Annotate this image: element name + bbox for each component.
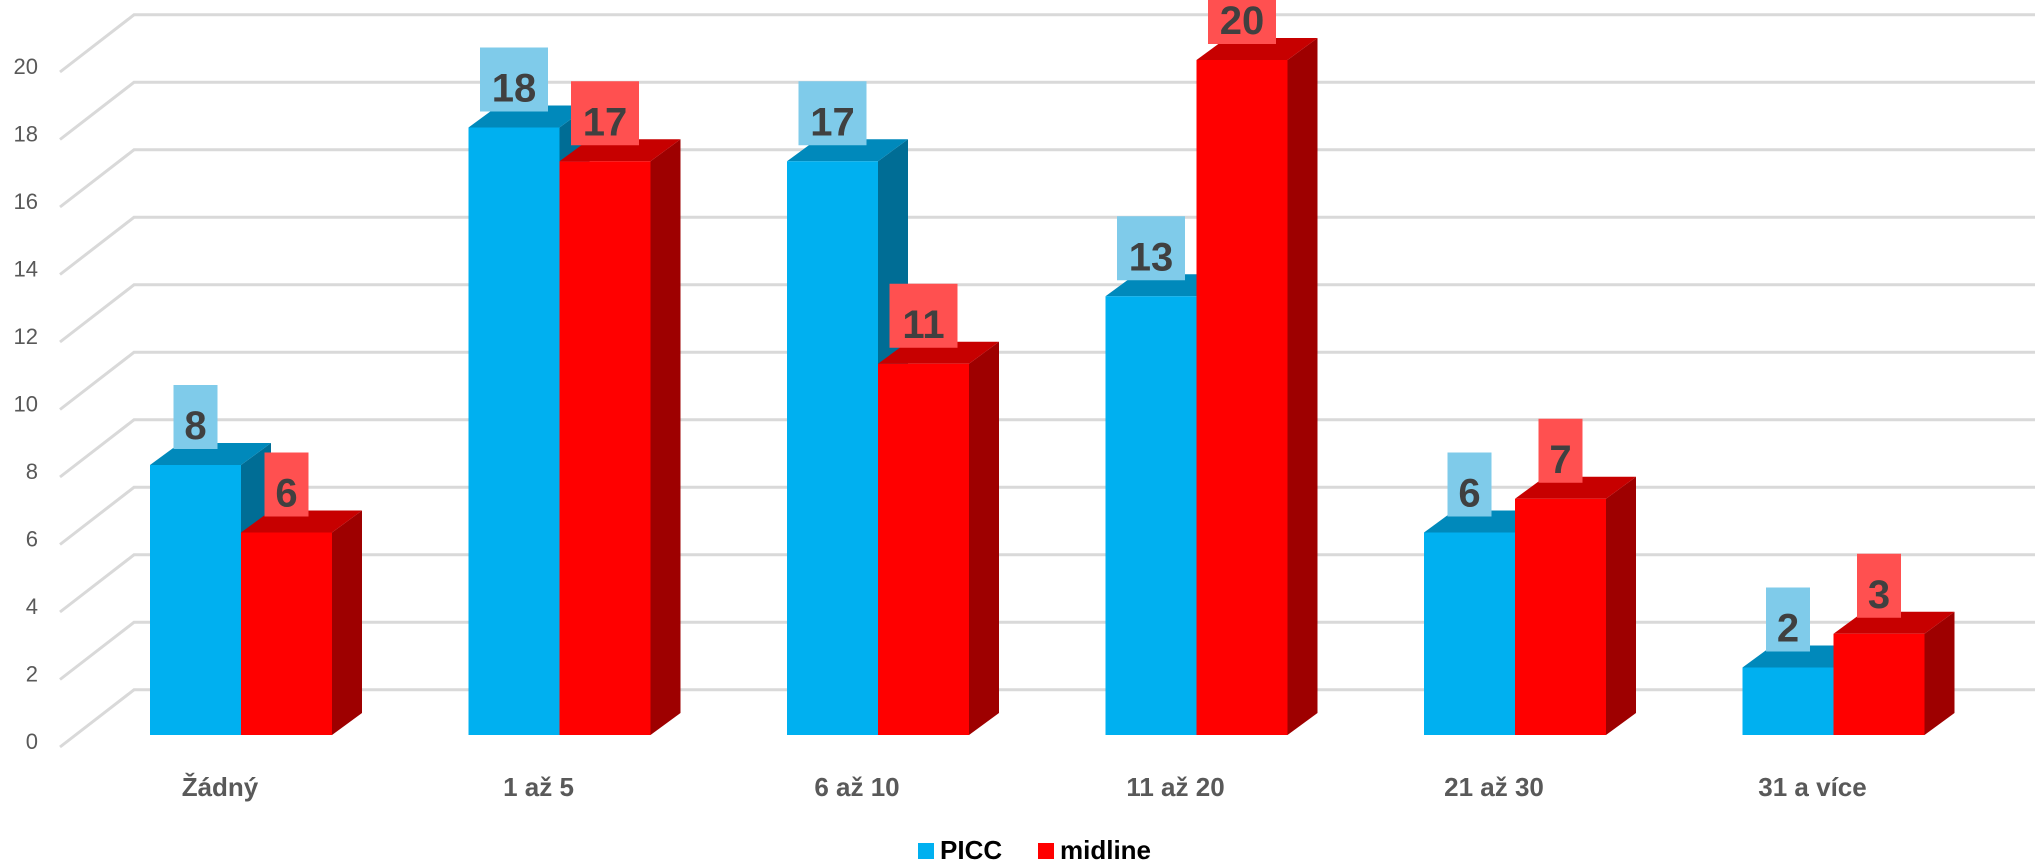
y-tick-label: 2: [26, 662, 38, 687]
data-label: 2: [1766, 587, 1810, 652]
legend: PICC midline: [918, 835, 1151, 864]
data-label: 6: [264, 452, 309, 517]
x-category-label: 6 až 10: [814, 772, 899, 802]
bar-side: [650, 139, 681, 735]
data-label: 7: [1538, 418, 1583, 483]
svg-text:13: 13: [1129, 235, 1174, 279]
bar-front: [559, 161, 651, 735]
gridline: [59, 148, 2035, 209]
data-label: 11: [889, 283, 958, 348]
x-category-label: 31 a více: [1758, 772, 1866, 802]
y-tick-label: 16: [14, 189, 38, 214]
svg-text:11: 11: [902, 303, 944, 347]
svg-text:6: 6: [275, 472, 297, 516]
legend-item-midline: midline: [1038, 835, 1151, 864]
svg-text:6: 6: [1458, 472, 1480, 516]
gridline: [59, 620, 2035, 681]
y-tick-label: 0: [26, 729, 38, 754]
y-tick-label: 8: [26, 459, 38, 484]
bar-front: [1196, 60, 1288, 735]
y-tick-label: 20: [14, 54, 38, 79]
bar-side: [1287, 38, 1318, 735]
svg-text:20: 20: [1220, 0, 1265, 43]
data-label: 17: [798, 81, 867, 146]
bar-front: [468, 127, 560, 735]
y-tick-label: 18: [14, 122, 38, 147]
gridline: [59, 80, 2035, 141]
bar-front: [241, 532, 332, 735]
gridline: [59, 13, 2035, 74]
bar-midline-2: [878, 341, 999, 735]
bar-front: [150, 465, 241, 735]
data-label: 8: [173, 385, 218, 449]
bar-front: [1105, 296, 1197, 735]
data-label: 20: [1208, 0, 1276, 44]
bar-midline-4: [1515, 476, 1636, 735]
x-axis: Žádný 1 až 5 6 až 10 11 až 20 21 až 30 31 a v…: [182, 772, 1867, 802]
y-axis: 0 2 4 6 8 10 12 14 16 18 20: [14, 54, 38, 754]
y-tick-label: 10: [14, 392, 38, 417]
bar-midline-5: [1833, 611, 1955, 735]
gridline: [59, 688, 2035, 749]
legend-swatch: [1038, 843, 1054, 859]
gridline: [59, 215, 2035, 276]
y-tick-label: 6: [26, 527, 38, 552]
data-label: 18: [480, 47, 548, 112]
gridlines: [59, 13, 2035, 749]
gridline: [59, 350, 2035, 411]
bar-front: [878, 363, 969, 735]
bar-side: [332, 510, 362, 735]
svg-text:17: 17: [583, 100, 628, 144]
bar-front: [1515, 498, 1606, 735]
data-label: 6: [1447, 452, 1492, 517]
bar-midline-3: [1196, 38, 1318, 735]
legend-label: PICC: [940, 835, 1002, 864]
legend-item-picc: PICC: [918, 835, 1002, 864]
data-label: 17: [571, 81, 639, 146]
svg-text:8: 8: [184, 404, 206, 448]
gridline: [59, 418, 2035, 479]
x-category-label: 21 až 30: [1444, 772, 1544, 802]
data-label: 3: [1857, 553, 1901, 618]
y-tick-label: 12: [14, 324, 38, 349]
bar-front: [787, 161, 878, 735]
svg-text:7: 7: [1549, 438, 1571, 482]
bar-side: [969, 341, 999, 735]
gridline: [59, 283, 2035, 344]
svg-text:3: 3: [1868, 573, 1890, 617]
data-label: 13: [1117, 216, 1185, 281]
legend-swatch: [918, 843, 934, 859]
bar-midline-0: [241, 510, 362, 735]
data-labels: 8 6 18 17 17 11 13 20 6 7 2 3: [173, 0, 1901, 652]
y-tick-label: 14: [14, 257, 38, 282]
svg-text:2: 2: [1777, 607, 1799, 651]
bar-side: [1924, 611, 1955, 735]
gridline: [59, 485, 2035, 546]
x-category-label: Žádný: [182, 772, 259, 802]
bar-front: [1424, 532, 1515, 735]
svg-text:17: 17: [810, 100, 855, 144]
bar-midline-1: [559, 139, 681, 735]
x-category-label: 11 až 20: [1126, 772, 1224, 802]
y-tick-label: 4: [26, 594, 38, 619]
legend-label: midline: [1060, 835, 1151, 864]
x-category-label: 1 až 5: [503, 772, 574, 802]
bar-side: [1606, 476, 1636, 735]
svg-text:18: 18: [492, 67, 537, 111]
gridline: [59, 553, 2035, 614]
bar-front: [1742, 667, 1834, 735]
bar-front: [1833, 633, 1925, 735]
bars: [150, 38, 1955, 735]
